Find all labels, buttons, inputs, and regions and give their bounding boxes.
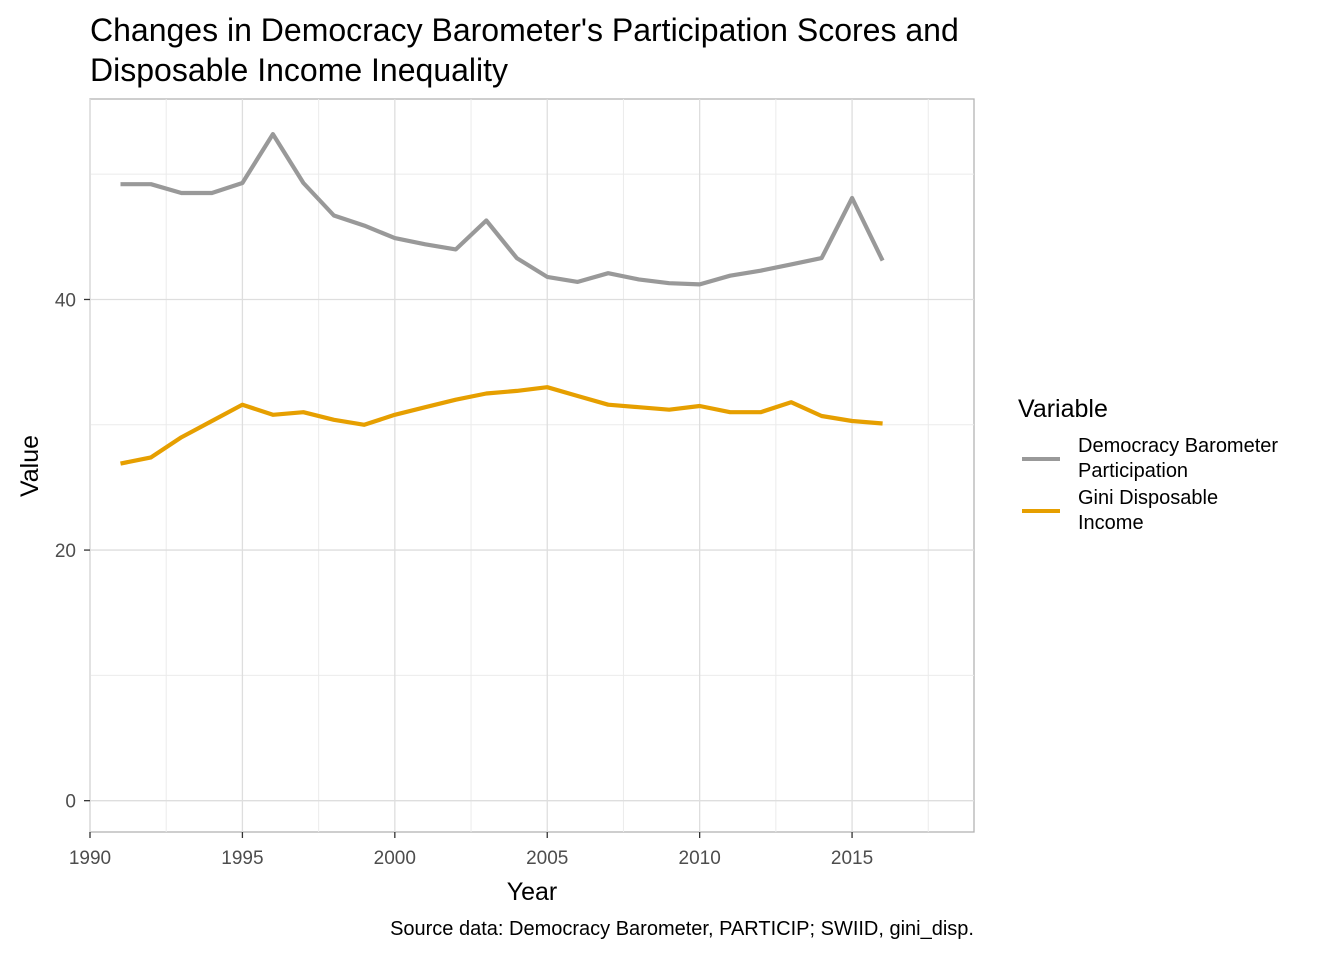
legend: Variable Democracy Barometer Participati… (1018, 395, 1278, 538)
grid-lines (89, 99, 974, 832)
axis-ticks: 1990 1995 2000 2005 2010 2015 0 20 40 (55, 290, 873, 869)
legend-key-democracy-barometer (1022, 457, 1060, 461)
y-tick-label: 0 (65, 792, 76, 813)
source-caption: Source data: Democracy Barometer, PARTIC… (390, 918, 974, 940)
legend-label-gini: Gini Disposable Income (1078, 487, 1219, 534)
x-tick-label: 2005 (526, 848, 568, 869)
plot-panel (89, 98, 975, 833)
series-layer (120, 132, 885, 466)
x-axis-title: Year (507, 878, 558, 906)
series-line-gini (120, 385, 883, 466)
x-tick-label: 2000 (374, 848, 416, 869)
y-tick-label: 40 (55, 290, 76, 311)
legend-key-gini (1022, 509, 1060, 513)
chart-title-line-2: Disposable Income Inequality (90, 52, 509, 88)
legend-item-democracy-barometer: Democracy Barometer Participation (1018, 434, 1278, 484)
legend-title: Variable (1018, 395, 1108, 423)
y-tick-label: 20 (55, 541, 76, 562)
y-axis-title: Value (16, 435, 44, 497)
chart-title-line-1: Changes in Democracy Barometer's Partici… (90, 12, 959, 48)
x-tick-label: 1990 (69, 848, 111, 869)
x-tick-label: 2015 (831, 848, 873, 869)
legend-item-gini: Gini Disposable Income (1018, 486, 1278, 536)
series-line-democracy-barometer (120, 132, 885, 287)
legend-label-democracy-barometer: Democracy Barometer Participation (1078, 435, 1279, 482)
x-tick-label: 2010 (679, 848, 721, 869)
x-tick-label: 1995 (221, 848, 263, 869)
chart-title: Changes in Democracy Barometer's Partici… (90, 10, 959, 90)
